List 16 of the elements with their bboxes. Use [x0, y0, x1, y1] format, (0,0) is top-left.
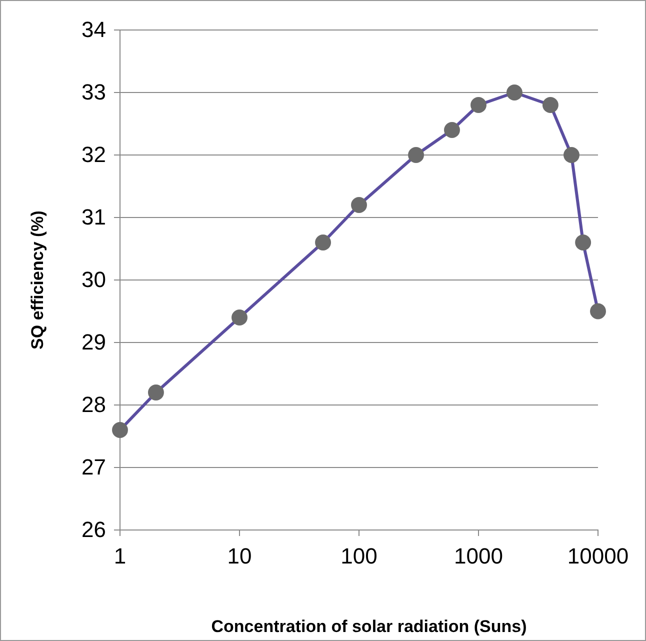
- x-tick-label: 1: [114, 544, 126, 569]
- x-tick-label: 10: [227, 544, 252, 569]
- y-tick-label: 32: [82, 142, 106, 168]
- y-tick-label: 31: [82, 204, 106, 230]
- y-tick-label: 33: [82, 80, 106, 105]
- y-tick-label: 34: [82, 17, 106, 42]
- x-axis-title: Concentration of solar radiation (Suns): [211, 617, 527, 636]
- y-tick-label: 26: [82, 517, 106, 542]
- y-tick-label: 29: [82, 330, 106, 355]
- x-tick-label: 100: [340, 544, 378, 569]
- y-axis-title: SQ efficiency (%): [28, 210, 47, 350]
- y-tick-label: 28: [82, 392, 106, 418]
- x-tick-label: 10000: [567, 544, 629, 569]
- y-tick-label: 27: [82, 454, 106, 480]
- x-tick-label: 1000: [454, 544, 503, 569]
- y-tick-label: 30: [82, 267, 106, 292]
